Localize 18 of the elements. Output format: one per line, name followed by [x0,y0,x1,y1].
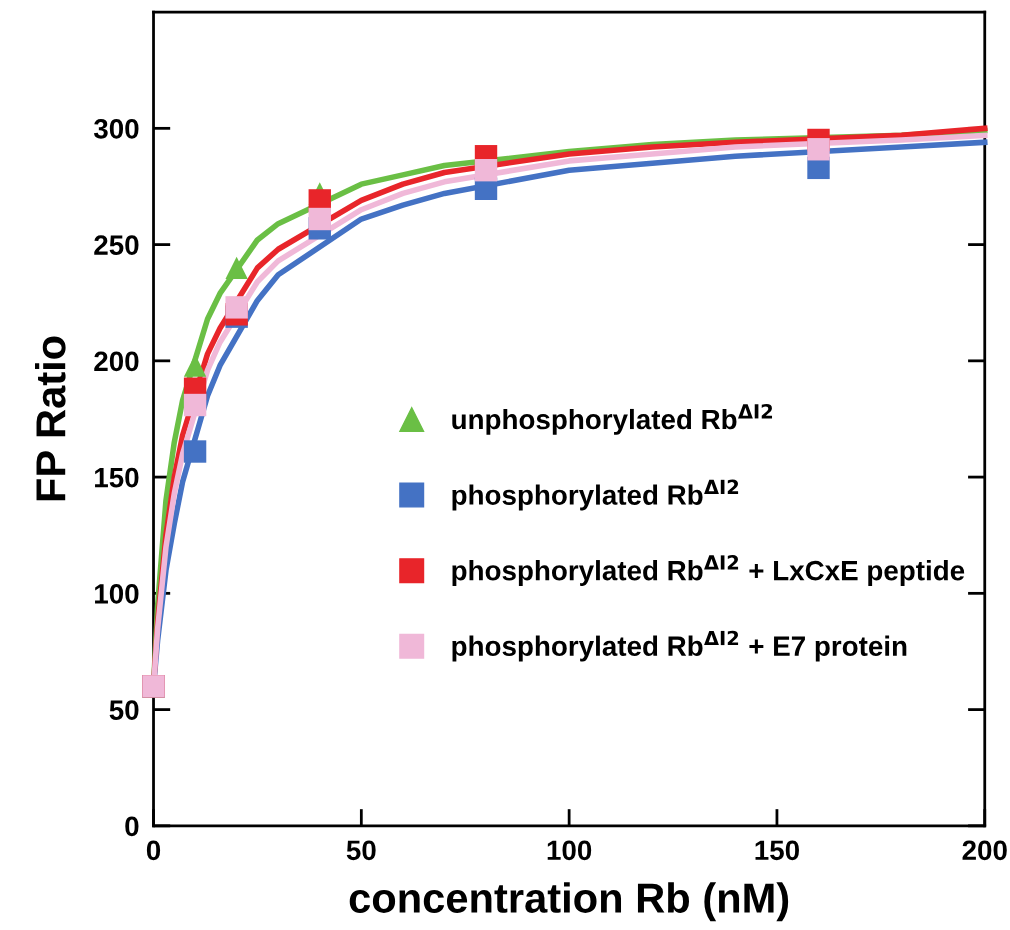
y-axis-title: FP Ratio [35,336,66,501]
x-tick-label: 50 [346,840,376,861]
x-tick-label: 100 [547,840,592,861]
legend-label: phosphorylated Rb$^{ΔI2}$ [452,479,739,511]
legend-label: unphosphorylated Rb$^{ΔI2}$ [452,404,773,435]
y-tick-label: 100 [95,584,139,604]
y-tick-label: 0 [125,816,139,837]
y-tick-label: 200 [94,351,139,372]
legend-label: phosphorylated Rb$^{ΔI2}$ + LxCxE peptide [452,555,965,586]
y-tick-label: 150 [95,467,139,488]
y-tick-label: 300 [93,119,139,139]
x-tick-label: 0 [146,840,161,861]
y-tick-label: 50 [109,700,139,720]
x-tick-label: 200 [962,840,1007,861]
legend-label: phosphorylated Rb$^{ΔI2}$ + E7 protein [452,630,907,662]
x-axis-title: concentration Rb (nM) [349,882,789,922]
y-tick-label: 250 [94,235,139,255]
x-tick-label: 150 [755,840,799,861]
